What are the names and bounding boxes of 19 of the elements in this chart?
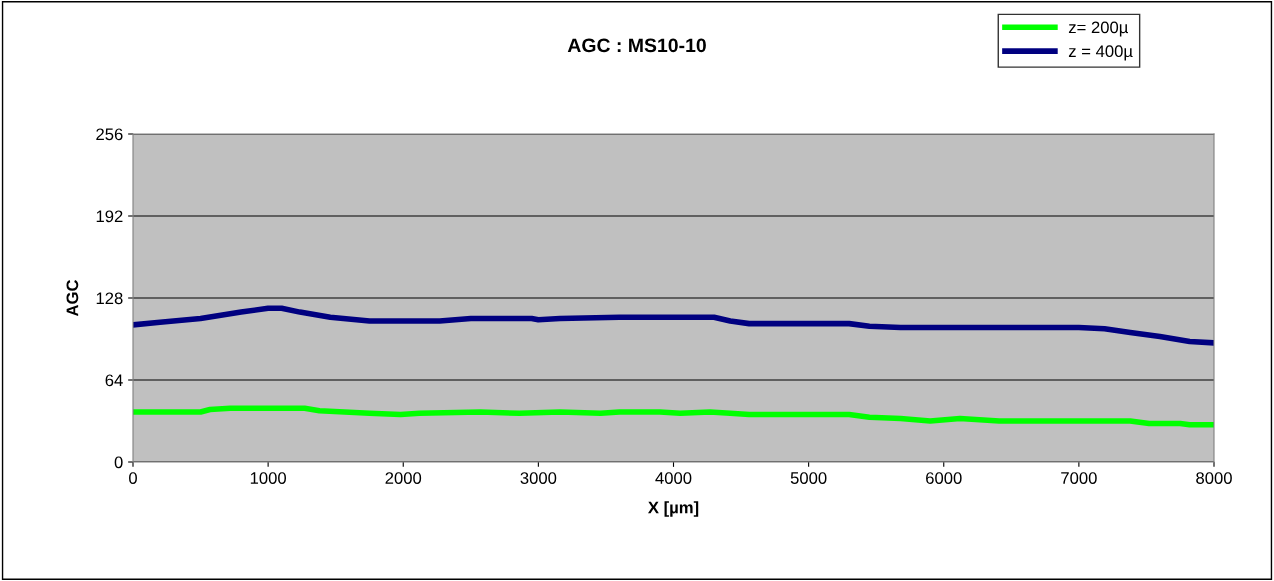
x-tick-label: 4000 bbox=[655, 472, 692, 484]
legend-label: z = 400µ bbox=[1068, 45, 1133, 61]
x-tick-label: 0 bbox=[129, 472, 137, 484]
y-tick-label: 128 bbox=[96, 292, 123, 305]
y-tick-label: 0 bbox=[114, 456, 123, 469]
chart-title: AGC : MS10-10 bbox=[567, 38, 706, 53]
y-axis-title: AGC bbox=[66, 279, 79, 317]
y-tick-label: 192 bbox=[96, 210, 123, 223]
legend-label: z= 200µ bbox=[1068, 21, 1128, 37]
x-tick-label: 2000 bbox=[385, 472, 422, 484]
y-tick-label: 256 bbox=[96, 128, 123, 141]
x-tick-label: 1000 bbox=[250, 472, 287, 484]
x-tick-label: 7000 bbox=[1061, 472, 1097, 484]
x-axis-title: X [µm] bbox=[648, 501, 699, 517]
x-tick-label: 3000 bbox=[520, 472, 557, 484]
x-tick-label: 8000 bbox=[1196, 472, 1232, 484]
x-tick-label: 5000 bbox=[790, 472, 827, 484]
x-tick-label: 6000 bbox=[926, 472, 962, 484]
y-tick-label: 64 bbox=[105, 374, 123, 387]
